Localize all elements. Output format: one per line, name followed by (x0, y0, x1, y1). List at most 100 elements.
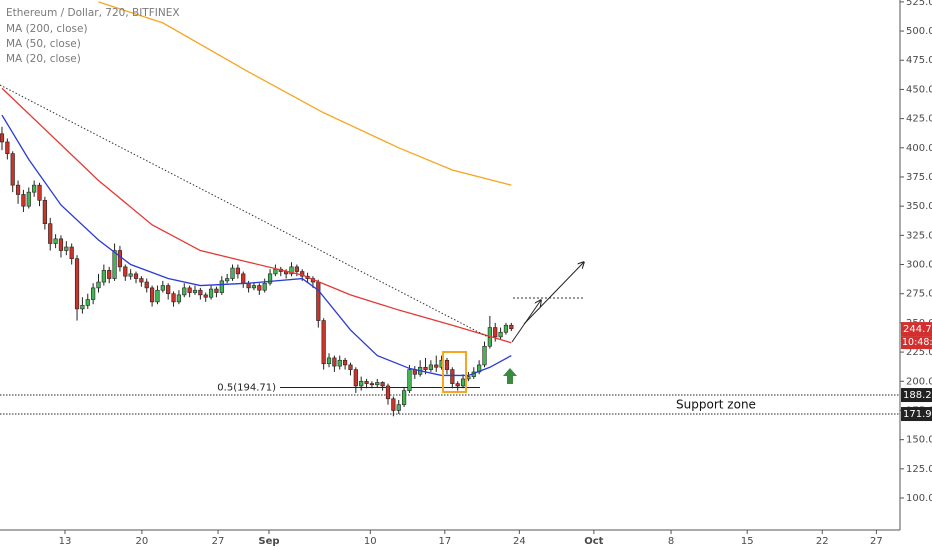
candle-body (58, 238, 64, 251)
candle-body (176, 294, 182, 303)
candle-body (203, 294, 208, 298)
candle-body (128, 273, 133, 277)
x-tick-label: 8 (668, 536, 674, 547)
candle-body (85, 299, 90, 306)
plot: 0.5(194.71) (0, 1, 900, 417)
candle-body (5, 141, 10, 154)
candle-body (396, 404, 401, 411)
candle-body (294, 266, 299, 272)
chart-title: Ethereum / Dollar, 720, BITFINEX (6, 7, 180, 19)
x-tick-label: 15 (741, 536, 754, 547)
candle-body (166, 285, 171, 295)
candle-body (509, 324, 514, 330)
y-tick-label: 100.00 (906, 493, 932, 504)
candle-body (69, 246, 74, 259)
y-tick-label: 300.00 (906, 260, 932, 271)
y-tick-label: 350.00 (906, 201, 932, 212)
highlight-box (442, 351, 467, 393)
candle-body (343, 359, 348, 366)
y-tick-label: 500.00 (906, 26, 932, 37)
candle-body (80, 305, 85, 310)
up-arrow-icon (503, 368, 517, 384)
candle-body (107, 270, 112, 279)
candle-body (503, 324, 509, 333)
candle-body (321, 320, 326, 365)
x-tick-label: Sep (258, 536, 279, 547)
candle-body (359, 380, 364, 387)
candle-body (428, 364, 433, 370)
candle-body (26, 191, 31, 207)
y-tick-label: 225.00 (906, 347, 932, 358)
candle-body (64, 246, 69, 251)
candle-body (21, 194, 26, 207)
candle-body (139, 278, 144, 283)
last-price-label: 244.71 (903, 324, 932, 335)
candle-body (182, 287, 187, 296)
last-price-tag (901, 322, 932, 337)
candle-body (407, 369, 412, 391)
candle-body (235, 267, 240, 275)
candle-body (364, 380, 369, 384)
candle-body (444, 359, 450, 370)
candle-body (251, 285, 257, 289)
candle-body (117, 250, 123, 268)
candle-body (192, 289, 198, 293)
candle-body (348, 364, 353, 370)
candle-body (241, 273, 246, 284)
candle-body (230, 267, 235, 279)
candle-body (133, 273, 139, 279)
candle-body (391, 398, 396, 411)
x-tick-label: 22 (816, 536, 829, 547)
legend-entry: MA (200, close) (6, 23, 88, 35)
candle-body (171, 293, 176, 303)
candle-body (332, 357, 337, 367)
moving-average (1, 114, 512, 377)
candle-body (466, 376, 471, 380)
y-tick-label: 325.00 (906, 230, 932, 241)
candle-body (123, 266, 128, 277)
trend-line (0, 84, 491, 339)
candle-body (149, 287, 155, 303)
countdown-label: 10:48:10 (902, 337, 932, 348)
candle-body (91, 287, 96, 300)
y-tick-label: 425.00 (906, 114, 932, 125)
y-tick-label: 525.00 (906, 0, 932, 8)
candle-body (53, 238, 58, 244)
candle-body (187, 287, 192, 293)
candle-body (423, 366, 428, 370)
y-tick-label: 450.00 (906, 84, 932, 95)
candle-body (208, 288, 214, 298)
y-tick-label: 400.00 (906, 143, 932, 154)
candle-body (219, 280, 224, 293)
candle-body (74, 258, 80, 310)
candle-body (375, 382, 380, 386)
y-tick-label: 150.00 (906, 435, 932, 446)
x-tick-label: Oct (584, 536, 603, 547)
moving-average (98, 1, 512, 186)
x-tick-label: 27 (212, 536, 225, 547)
y-tick-label: 200.00 (906, 376, 932, 387)
candle-body (198, 289, 203, 296)
legend-entry: MA (50, close) (6, 38, 81, 50)
candle-body (0, 133, 5, 143)
arrow (523, 262, 584, 325)
candle-body (493, 327, 498, 338)
candle-body (101, 270, 106, 283)
candle-body (214, 288, 219, 293)
candle-body (300, 271, 305, 277)
candle-body (337, 359, 342, 367)
candle-body (225, 278, 230, 282)
legend-entry: MA (20, close) (6, 53, 81, 65)
price-tag (901, 407, 932, 422)
countdown-tag (901, 336, 932, 350)
candle-body (380, 382, 385, 387)
candle-body (144, 281, 149, 289)
candle-body (434, 364, 439, 368)
candle-body (353, 369, 358, 387)
candle-body (498, 331, 503, 338)
price-tag (901, 388, 932, 403)
candle-body (15, 184, 21, 195)
y-tick-label: 375.00 (906, 172, 932, 183)
candle-body (160, 285, 165, 291)
candle-body (289, 266, 294, 275)
